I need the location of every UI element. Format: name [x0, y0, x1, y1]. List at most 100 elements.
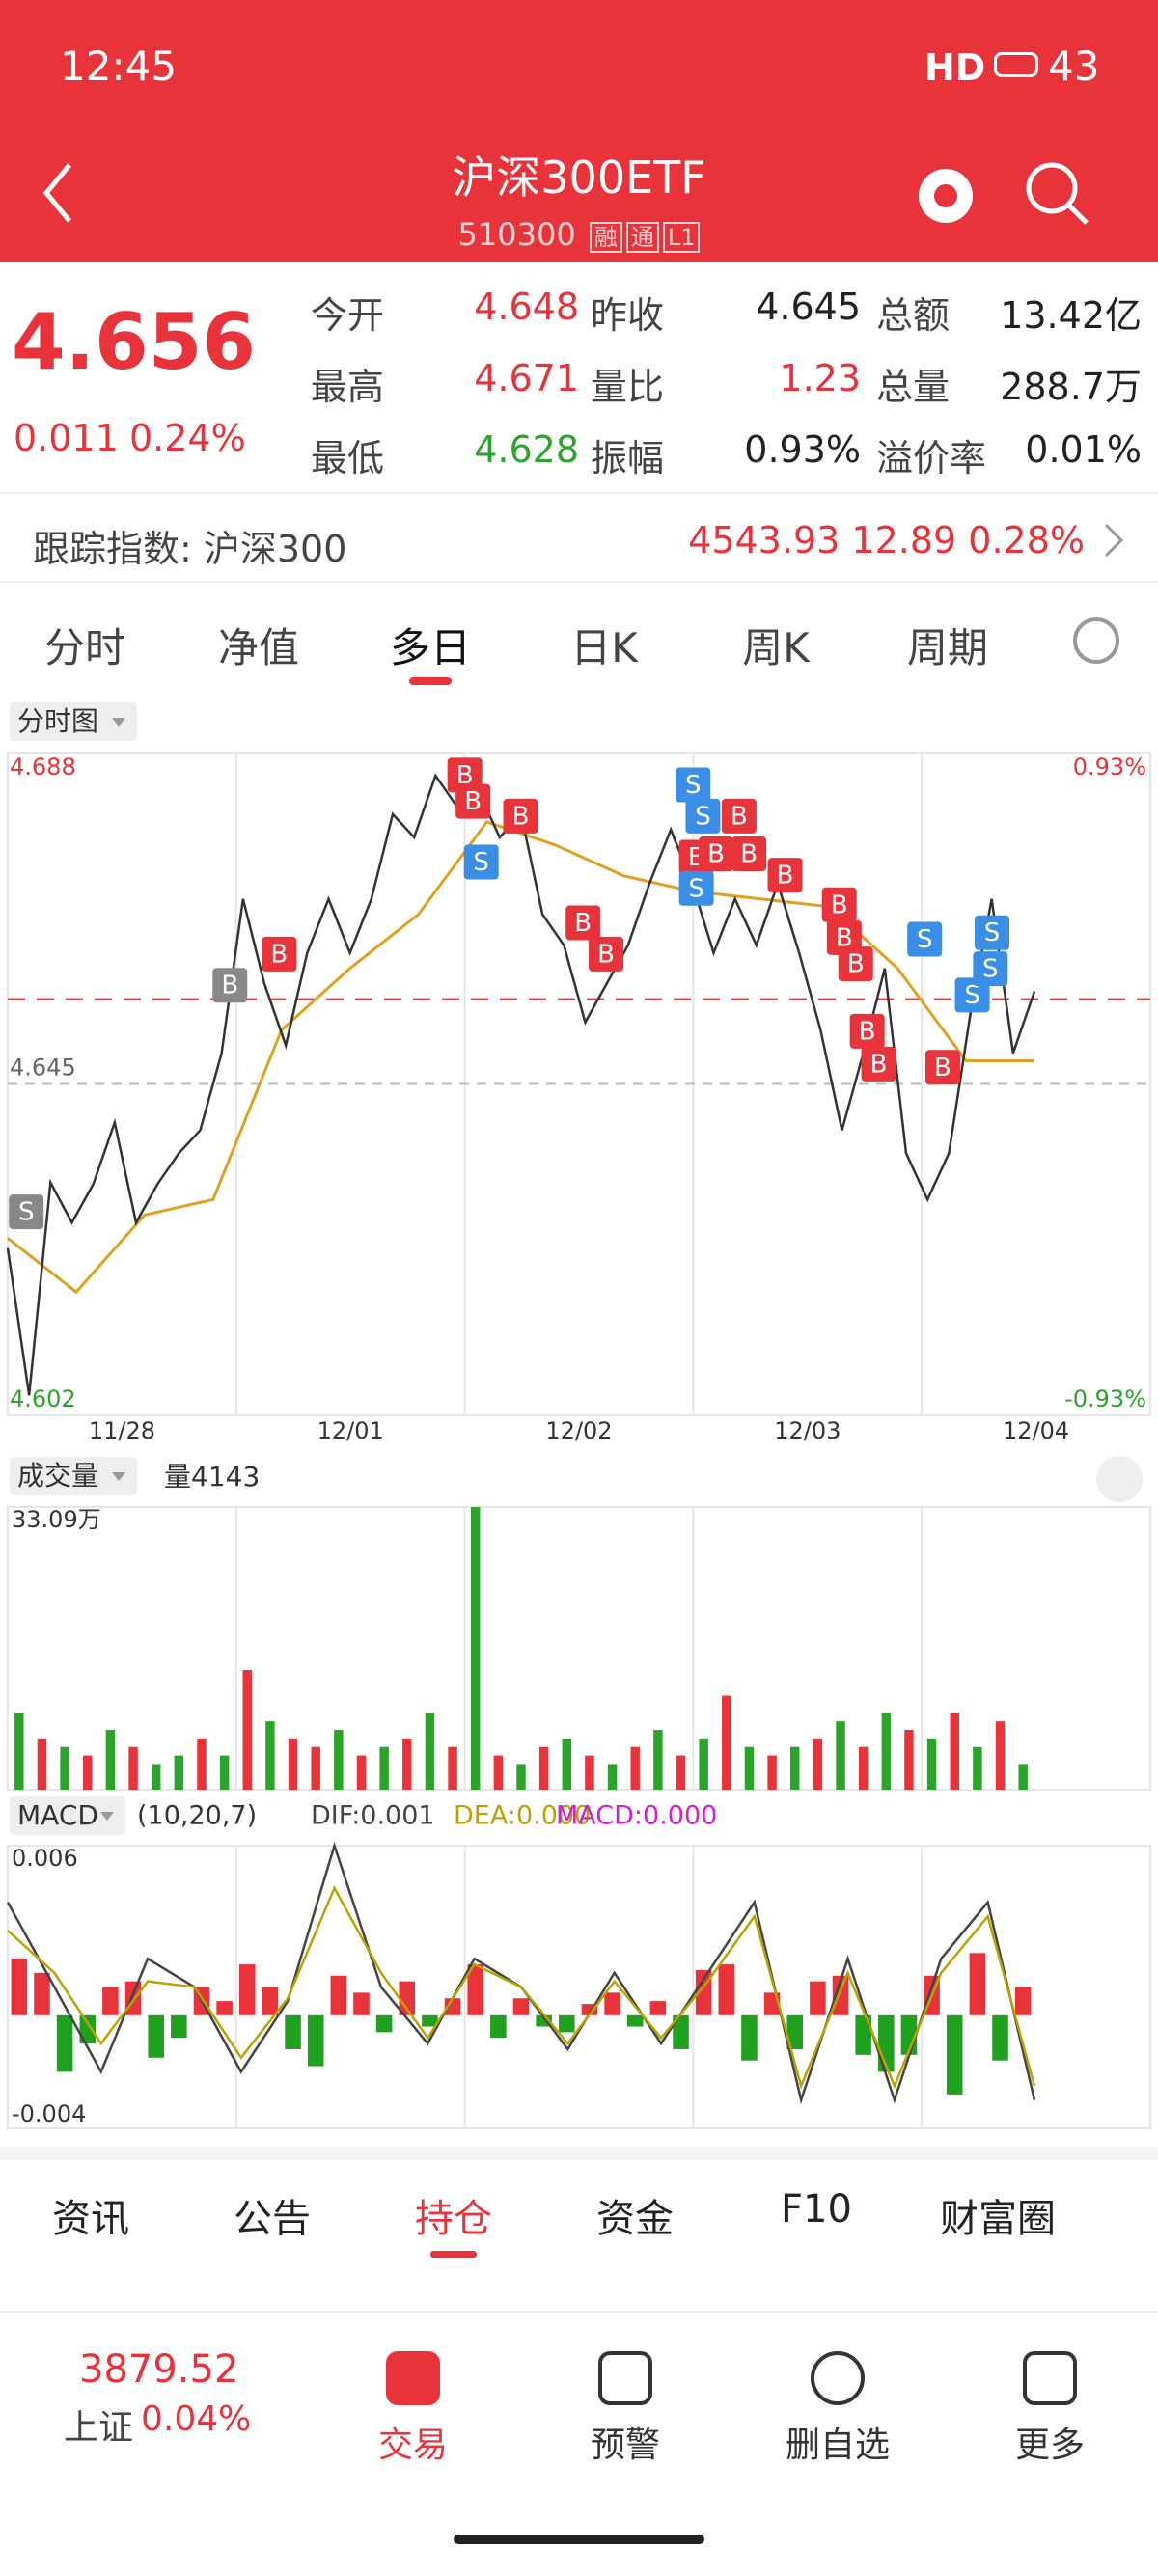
bottom-tab[interactable]: 诊: [1092, 2187, 1158, 2243]
back-button[interactable]: [39, 159, 77, 227]
trade-marker: [821, 887, 857, 922]
nav-icon: [1023, 2351, 1077, 2405]
title: 沪深300ETF: [452, 151, 706, 204]
macd-bar: [581, 2004, 598, 2015]
tracking-value: 4543.93: [688, 519, 841, 562]
bottom-nav: 3879.52 上证 0.04% 交易 预警 删自选 更多: [0, 2311, 1158, 2576]
nav-label[interactable]: 交易: [377, 2425, 448, 2465]
trade-marker: [699, 836, 734, 872]
volume-bar: [311, 1746, 320, 1790]
volume-bar: [174, 1755, 184, 1790]
macd-bar: [649, 2001, 667, 2015]
trade-marker-label: B: [221, 972, 238, 1000]
y2-tick-label: -0.93%: [1064, 1385, 1146, 1412]
volume-bar: [676, 1755, 686, 1790]
search-icon[interactable]: [1023, 159, 1090, 227]
volume-bar: [128, 1746, 138, 1790]
volume-bar: [60, 1746, 69, 1790]
volume-bar: [950, 1713, 959, 1790]
bottom-tab[interactable]: 持仓: [415, 2197, 492, 2241]
macd-bar: [102, 1987, 119, 2015]
field-label: 今开: [311, 294, 385, 337]
volume-bar: [334, 1730, 344, 1790]
tab[interactable]: 净值: [217, 624, 299, 671]
macd-line: [7, 1885, 1036, 2090]
trade-marker-label: B: [847, 950, 865, 979]
bottom-tab[interactable]: F10: [781, 2187, 852, 2232]
tab[interactable]: 周K: [742, 624, 810, 671]
nav-label[interactable]: 预警: [590, 2425, 660, 2465]
macd-bar: [11, 1959, 28, 2015]
nav-label[interactable]: 更多: [1014, 2425, 1085, 2465]
volume-bar: [105, 1730, 116, 1790]
volume-bar: [197, 1738, 207, 1790]
x-tick-label: 12/01: [317, 1417, 384, 1444]
avatar-icon[interactable]: [912, 159, 979, 227]
index-name: 上证: [64, 2408, 134, 2448]
code-row: 510300 融通 L1: [0, 216, 1158, 253]
nav-icon: [598, 2351, 652, 2405]
tracking-values: 4543.93 12.89 0.28%: [688, 519, 1085, 562]
y-tick-label: 4.645: [10, 1055, 76, 1082]
field-value: 4.645: [756, 286, 861, 328]
bottom-tab[interactable]: 资讯: [52, 2197, 129, 2241]
macd-params: (10,20,7): [137, 1801, 257, 1831]
bottom-tab[interactable]: 财富圈: [940, 2197, 1056, 2241]
field-value: 4.671: [474, 357, 579, 399]
volume-bar: [151, 1764, 161, 1790]
field-label: 总量: [876, 366, 951, 408]
trade-marker: [676, 767, 711, 803]
trade-marker: [455, 783, 491, 819]
macd-bar: [307, 2014, 324, 2067]
volume-bar: [516, 1764, 526, 1790]
macd-bar: [626, 2014, 644, 2027]
macd-title-arrow: [100, 1812, 114, 1821]
nav-label[interactable]: 删自选: [785, 2425, 890, 2465]
trade-marker: [826, 919, 862, 955]
volume-bar: [607, 1764, 618, 1790]
trade-marker: [954, 977, 990, 1013]
trade-marker: [9, 1194, 44, 1230]
trade-marker-label: B: [707, 840, 725, 869]
nav-icon: [811, 2351, 865, 2405]
clock: 12:45: [60, 42, 178, 90]
macd-bar: [741, 2014, 758, 2061]
bottom-tab[interactable]: 公告: [234, 2197, 311, 2241]
chart-title-arrow: [112, 718, 125, 726]
tab[interactable]: 日K: [570, 624, 638, 671]
tab[interactable]: 周期: [906, 624, 988, 671]
volume-bar: [265, 1721, 275, 1790]
settings-icon[interactable]: [1073, 617, 1119, 664]
y-tick-label: 33.09万: [12, 1506, 101, 1533]
trade-marker-label: S: [688, 874, 704, 903]
tab[interactable]: 多日: [389, 624, 471, 671]
field-label: 量比: [591, 366, 665, 408]
volume-bar: [699, 1738, 708, 1790]
volume-bar: [904, 1730, 914, 1790]
macd-bar: [238, 1964, 256, 2015]
tracking-label: 跟踪指数: 沪深300: [33, 528, 347, 570]
home-indicator: [454, 2535, 704, 2544]
expand-button: [1096, 1456, 1143, 1502]
trade-marker-label: S: [473, 848, 489, 877]
quote-panel: 4.656 0.011 0.24% 今开 4.648 昨收 4.645 总额 13.42亿…: [0, 262, 1158, 492]
field-label: 最高: [311, 366, 385, 408]
trade-marker-label: S: [18, 1198, 35, 1227]
volume-title-bg: [10, 1457, 137, 1495]
macd-bar: [148, 2014, 164, 2058]
macd-bar: [512, 1998, 530, 2015]
change: 0.011: [14, 417, 119, 459]
trade-marker-label: B: [512, 802, 530, 831]
bottom-tab[interactable]: 资金: [596, 2197, 674, 2241]
macd-bar: [786, 2014, 804, 2049]
battery-icon: [994, 52, 1038, 77]
badge: 融: [589, 222, 622, 253]
macd-bar: [262, 1987, 279, 2015]
tab[interactable]: 分时: [43, 624, 125, 671]
trade-marker: [731, 836, 767, 872]
y-tick-label: 4.602: [10, 1385, 76, 1412]
tracking-row[interactable]: 跟踪指数: 沪深300 4543.93 12.89 0.28%: [0, 492, 1158, 583]
code: 510300: [457, 216, 576, 253]
volume-bar: [585, 1755, 594, 1790]
